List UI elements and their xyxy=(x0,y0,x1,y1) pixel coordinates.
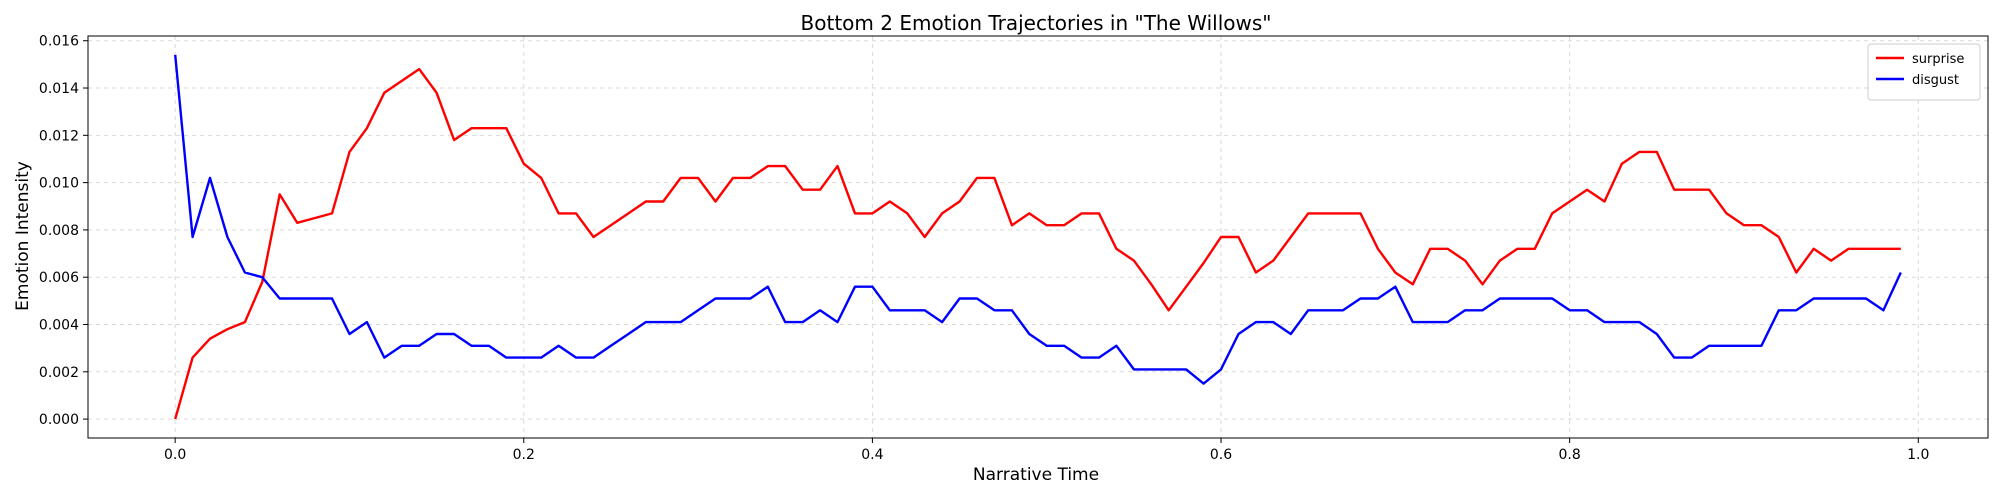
plot-frame xyxy=(87,35,1989,439)
y-tick-label: 0.000 xyxy=(39,412,79,428)
x-tick-label: 0.2 xyxy=(513,447,535,463)
y-tick-label: 0.002 xyxy=(39,365,79,381)
y-tick-label: 0.004 xyxy=(39,317,79,333)
y-tick-label: 0.016 xyxy=(39,34,79,50)
legend: surprise disgust xyxy=(1867,43,1981,101)
x-tick-label: 0.8 xyxy=(1559,447,1581,463)
series-line-surprise xyxy=(174,67,1901,420)
x-tick-label: 0.6 xyxy=(1210,447,1232,463)
x-axis-label: Narrative Time xyxy=(973,465,1099,485)
y-axis-ticks: 0.000 0.002 0.004 0.006 0.008 0.010 0.012 0.014… xyxy=(39,34,88,428)
y-tick-label: 0.010 xyxy=(39,176,79,192)
x-axis-ticks: 0.0 0.2 0.4 0.6 0.8 1.0 xyxy=(164,438,1929,463)
y-tick-label: 0.006 xyxy=(39,270,79,286)
x-tick-label: 1.0 xyxy=(1907,447,1929,463)
series-line-disgust xyxy=(174,54,1902,385)
legend-label-surprise: surprise xyxy=(1912,52,1964,67)
y-tick-label: 0.012 xyxy=(39,128,79,144)
x-tick-label: 0.0 xyxy=(164,447,186,463)
y-tick-label: 0.014 xyxy=(39,81,79,97)
series-lines xyxy=(174,54,1902,420)
chart-title: Bottom 2 Emotion Trajectories in "The Wi… xyxy=(801,11,1272,35)
x-tick-label: 0.4 xyxy=(861,447,883,463)
legend-label-disgust: disgust xyxy=(1912,73,1959,88)
y-axis-label: Emotion Intensity xyxy=(13,161,33,311)
y-tick-label: 0.008 xyxy=(39,223,79,239)
